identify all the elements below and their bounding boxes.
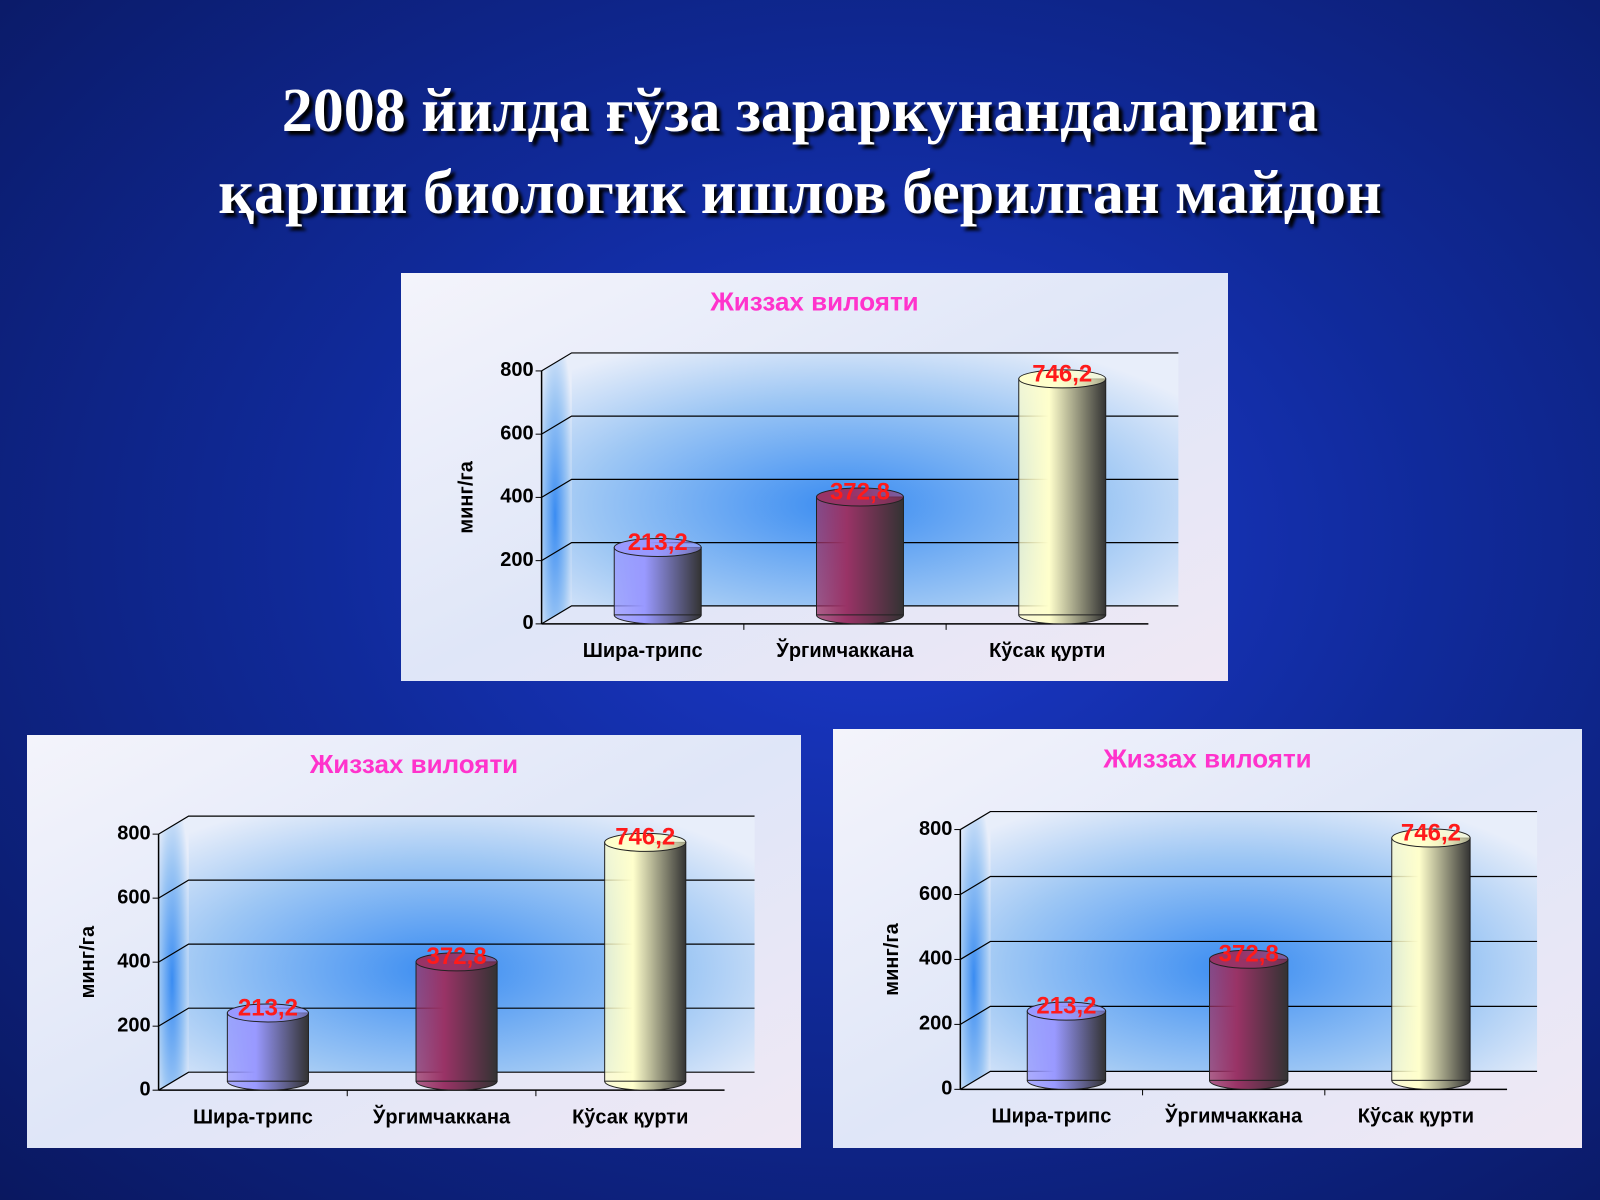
y-tick-label: 800 xyxy=(919,818,952,840)
y-tick-label: 400 xyxy=(500,486,533,508)
bar-bottom xyxy=(613,614,702,625)
grid-line xyxy=(541,605,1179,625)
bar-bottom xyxy=(415,1081,498,1091)
grid-line xyxy=(960,810,1538,831)
chart-title: Жиззах вилояти xyxy=(309,749,518,779)
y-tick-label: 800 xyxy=(117,822,150,844)
bar-bottom xyxy=(226,1081,309,1091)
bar-top xyxy=(1391,828,1471,848)
bar-bottom xyxy=(1391,1080,1471,1090)
bar xyxy=(226,1012,309,1082)
y-tick-label: 800 xyxy=(500,359,533,381)
x-tick-label: Кўсак қурти xyxy=(989,640,1105,662)
bar-top xyxy=(1026,1001,1107,1021)
y-tick-label: 400 xyxy=(919,948,952,970)
value-label: 213,2 xyxy=(628,529,688,556)
x-tick-label: Ўргимчаккана xyxy=(372,1104,511,1128)
bar-top xyxy=(415,952,498,972)
bar-bottom xyxy=(815,614,904,625)
bar xyxy=(604,841,687,1082)
y-tick-label: 400 xyxy=(117,950,150,972)
grid-line xyxy=(960,1005,1538,1025)
grid-line xyxy=(158,1007,755,1027)
grid-line xyxy=(158,1071,755,1091)
y-tick-label: 600 xyxy=(117,886,150,908)
y-axis-title: минг/га xyxy=(77,925,99,998)
value-label: 746,2 xyxy=(1401,819,1461,846)
bar xyxy=(415,961,498,1082)
x-tick-label: Кўсак қурти xyxy=(1358,1106,1474,1128)
chart: Жиззах вилояти 0 200 400 600 800 минг/га Шира-т… xyxy=(833,729,1582,1148)
grid-line xyxy=(541,542,1179,562)
bar-top xyxy=(1018,369,1107,389)
bar xyxy=(1391,837,1471,1081)
value-label: 372,8 xyxy=(1219,941,1279,968)
bar xyxy=(815,496,904,616)
bar xyxy=(1026,1010,1107,1081)
x-tick-label: Кўсак қурти xyxy=(572,1106,688,1128)
value-label: 746,2 xyxy=(1032,360,1092,387)
bar-top xyxy=(226,1003,309,1023)
title-line: 2008 йилда ғўза зараркунандаларига xyxy=(281,77,1319,145)
x-tick-label: Шира-трипс xyxy=(193,1106,313,1128)
grid-line xyxy=(158,879,755,899)
value-label: 213,2 xyxy=(1036,992,1096,1019)
value-label: 746,2 xyxy=(615,824,675,851)
bar-bottom xyxy=(1026,1080,1107,1090)
y-axis-title: минг/га xyxy=(455,460,477,533)
x-tick-label: Шира-трипс xyxy=(583,640,703,662)
y-tick-label: 0 xyxy=(941,1078,952,1100)
y-tick-label: 600 xyxy=(919,883,952,905)
x-tick-label: Ўргимчаккана xyxy=(1164,1104,1303,1128)
bar xyxy=(613,546,702,616)
value-label: 372,8 xyxy=(830,478,890,505)
y-tick-label: 200 xyxy=(117,1014,150,1036)
grid-line xyxy=(960,875,1538,896)
bar-top xyxy=(613,537,702,557)
y-axis-title: минг/га xyxy=(881,922,903,995)
x-tick-label: Ўргимчаккана xyxy=(775,638,914,662)
slide-title: 2008 йилда ғўза зараркунандаларига қарши… xyxy=(0,70,1600,234)
grid-line xyxy=(158,943,755,963)
y-tick-label: 600 xyxy=(500,422,533,444)
grid-line xyxy=(158,815,755,835)
chart: Жиззах вилояти 0 200 400 600 800 минг/га Шира-т… xyxy=(27,735,801,1148)
x-tick-label: Шира-трипс xyxy=(991,1106,1111,1128)
y-tick-label: 0 xyxy=(522,612,533,634)
chart-title: Жиззах вилояти xyxy=(1102,743,1311,773)
grid-line xyxy=(960,1070,1538,1090)
bar-bottom xyxy=(1209,1080,1289,1090)
value-label: 213,2 xyxy=(238,994,298,1021)
bar-bottom xyxy=(1018,614,1107,625)
y-tick-label: 0 xyxy=(139,1078,150,1100)
chart: Жиззах вилояти 0 200 400 600 800 минг/га Шира-т… xyxy=(401,273,1228,681)
chart-title: Жиззах вилояти xyxy=(709,286,918,316)
bar-bottom xyxy=(604,1081,687,1091)
grid-line xyxy=(541,352,1179,372)
y-tick-label: 200 xyxy=(919,1013,952,1035)
grid-line xyxy=(541,478,1179,498)
bar-top xyxy=(815,487,904,507)
bar-top xyxy=(1209,949,1289,969)
bar xyxy=(1018,378,1107,616)
grid-line xyxy=(541,415,1179,435)
title-line: қарши биологик ишлов берилган майдон xyxy=(218,159,1382,227)
y-tick-label: 200 xyxy=(500,549,533,571)
bar-top xyxy=(604,832,687,852)
bar xyxy=(1209,958,1289,1081)
value-label: 372,8 xyxy=(427,943,487,970)
grid-line xyxy=(960,940,1538,960)
